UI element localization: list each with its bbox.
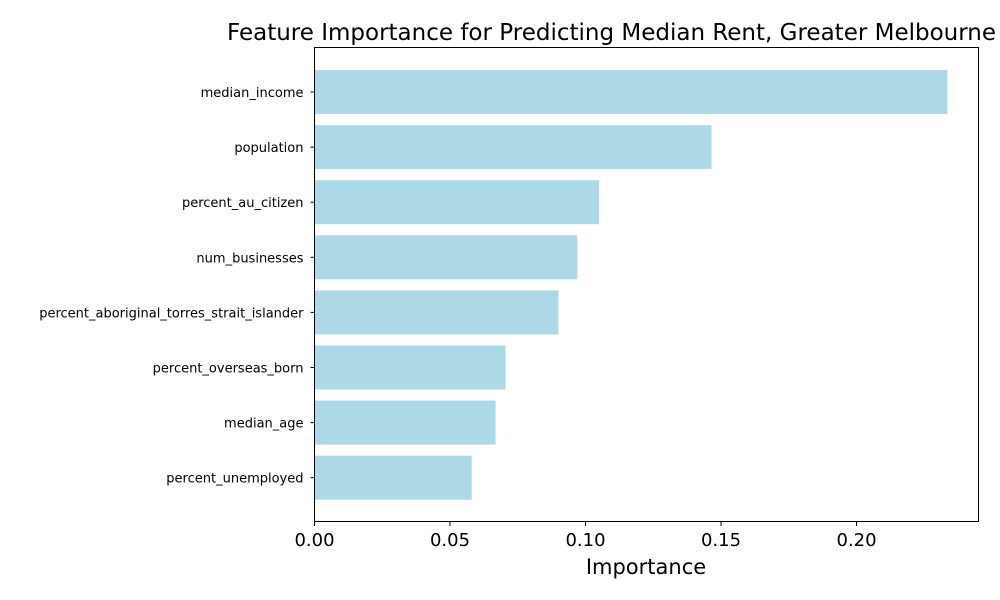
x-tick-label: 0.10 <box>565 530 605 551</box>
y-tick-label: percent_au_citizen <box>182 196 304 211</box>
y-tick-label: median_age <box>224 417 303 432</box>
chart-title: Feature Importance for Predicting Median… <box>227 20 996 46</box>
y-ticks-layer: median_income population percent_au_citize… <box>39 86 315 487</box>
bar-percent-au-citizen <box>314 180 600 225</box>
bar-percent-unemployed <box>314 455 472 500</box>
x-tick-label: 0.15 <box>701 530 741 551</box>
x-tick-label: 0.05 <box>430 530 470 551</box>
y-tick-label: percent_aboriginal_torres_strait_islande… <box>39 306 304 321</box>
bar-population <box>314 125 712 170</box>
y-tick-label: num_businesses <box>196 251 303 266</box>
bar-median-income <box>314 70 948 114</box>
bar-num-businesses <box>314 235 578 280</box>
bar-percent-overseas-born <box>314 345 506 390</box>
plot-frame <box>314 47 979 522</box>
bar-percent-aboriginal-torres-strait-islander <box>314 290 559 335</box>
x-tick-label: 0.20 <box>837 530 877 551</box>
bars-layer <box>314 70 948 500</box>
y-tick-label: percent_overseas_born <box>153 362 304 377</box>
y-tick-label: median_income <box>201 86 304 101</box>
bar-median-age <box>314 400 496 445</box>
x-tick-label: 0.00 <box>294 530 334 551</box>
y-tick-label: percent_unemployed <box>166 472 303 487</box>
y-tick-label: population <box>234 141 303 156</box>
x-ticks-layer: 0.00 0.05 0.10 0.15 0.20 <box>294 521 877 551</box>
x-axis-label: Importance <box>586 555 706 579</box>
